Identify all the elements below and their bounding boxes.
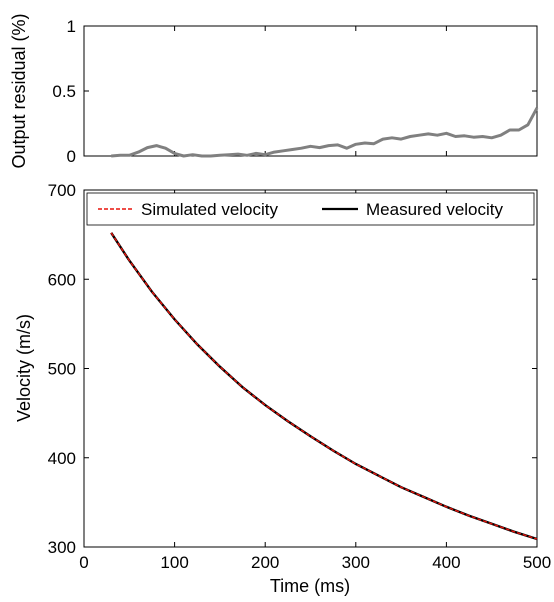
residual-y-tick-label: 0.5 bbox=[52, 82, 76, 101]
velocity-y-tick-label: 400 bbox=[48, 449, 76, 468]
residual-y-axis-label: Output residual (%) bbox=[9, 13, 29, 168]
velocity-panel: 300 400 500 600 700 0 100 200 300 400 500 Velocit… bbox=[14, 181, 551, 596]
velocity-x-tick-label: 300 bbox=[342, 553, 370, 572]
time-x-axis-label: Time (ms) bbox=[270, 576, 350, 596]
residual-panel: 0 0.5 1 Output residual (%) bbox=[9, 13, 539, 169]
velocity-y-tick-label: 700 bbox=[48, 181, 76, 200]
velocity-x-tick-label: 200 bbox=[251, 553, 279, 572]
legend-simulated-label: Simulated velocity bbox=[141, 200, 279, 219]
velocity-x-tick-label: 100 bbox=[160, 553, 188, 572]
velocity-x-tick-label: 400 bbox=[432, 553, 460, 572]
residual-series-line bbox=[111, 107, 539, 158]
legend-box bbox=[86, 192, 535, 226]
velocity-y-tick-label: 300 bbox=[48, 538, 76, 557]
simulated-velocity-line bbox=[110, 232, 538, 540]
velocity-y-axis-label: Velocity (m/s) bbox=[14, 314, 34, 422]
velocity-plot-frame bbox=[83, 189, 538, 548]
residual-y-tick-label: 1 bbox=[67, 17, 76, 36]
legend: Simulated velocity Measured velocity bbox=[86, 192, 535, 226]
measured-velocity-line bbox=[110, 232, 538, 541]
residual-y-tick-label: 0 bbox=[67, 147, 76, 166]
legend-measured-label: Measured velocity bbox=[366, 200, 504, 219]
velocity-y-tick-label: 500 bbox=[48, 360, 76, 379]
velocity-y-tick-label: 600 bbox=[48, 270, 76, 289]
velocity-x-tick-label: 0 bbox=[79, 553, 88, 572]
velocity-x-tick-label: 500 bbox=[523, 553, 551, 572]
